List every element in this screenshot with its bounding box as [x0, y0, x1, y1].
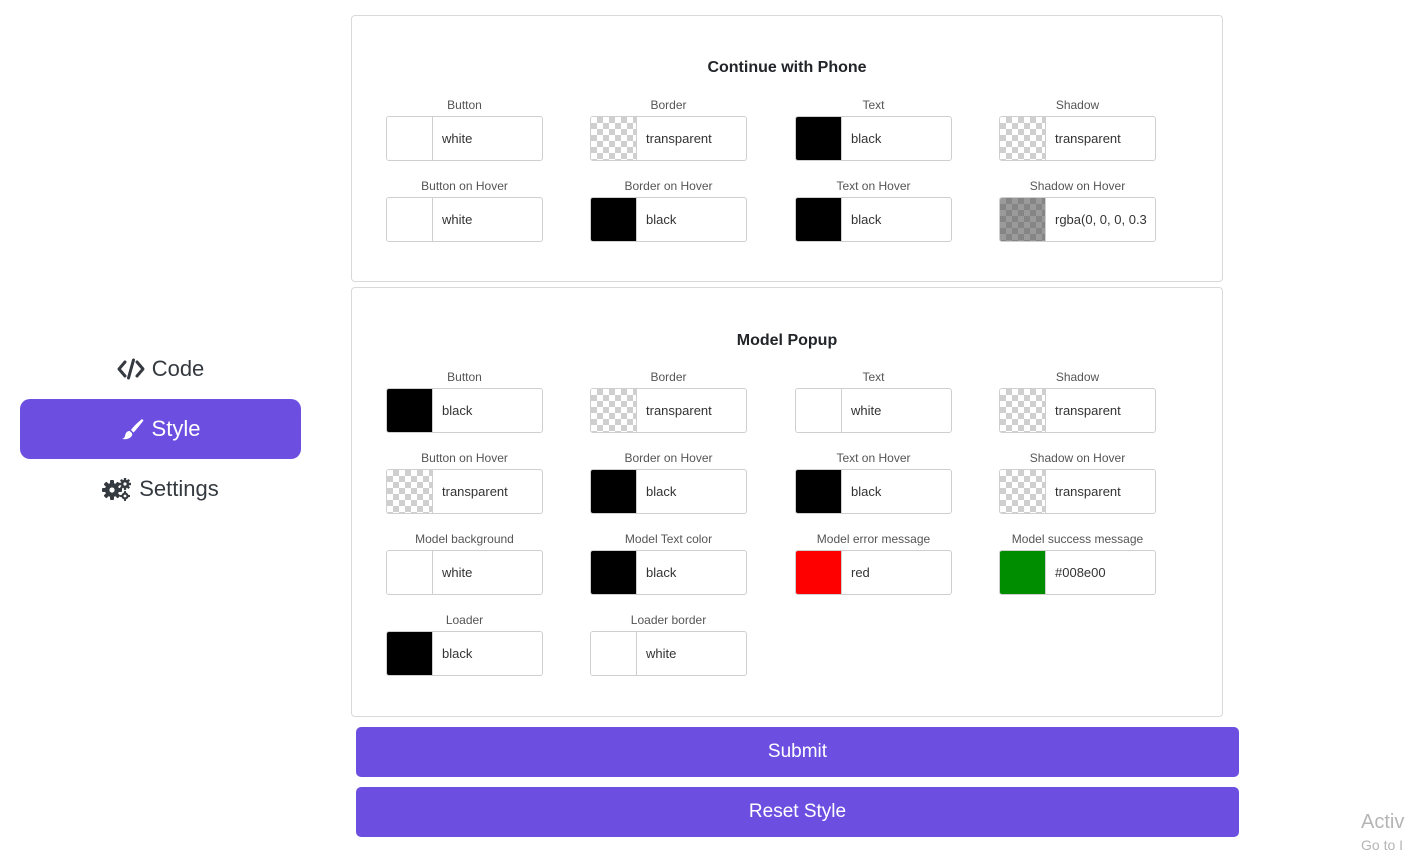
color-input[interactable]: transparent: [999, 116, 1156, 161]
color-swatch[interactable]: [387, 551, 433, 594]
submit-button[interactable]: Submit: [356, 727, 1239, 777]
cogs-icon: [102, 477, 132, 501]
color-input[interactable]: black: [795, 116, 952, 161]
color-swatch[interactable]: [387, 389, 433, 432]
sidebar-item-label: Code: [151, 356, 205, 381]
color-input[interactable]: white: [795, 388, 952, 433]
color-swatch[interactable]: [1000, 117, 1046, 160]
sidebar-item-label: Settings: [139, 476, 219, 501]
color-swatch[interactable]: [591, 117, 637, 160]
color-swatch[interactable]: [591, 551, 637, 594]
code-icon: [117, 358, 145, 380]
color-swatch[interactable]: [1000, 389, 1046, 432]
color-input[interactable]: transparent: [999, 388, 1156, 433]
color-input[interactable]: black: [590, 469, 747, 514]
color-input[interactable]: rgba(0, 0, 0, 0.3: [999, 197, 1156, 242]
color-input[interactable]: black: [386, 631, 543, 676]
color-input[interactable]: white: [590, 631, 747, 676]
color-input[interactable]: transparent: [590, 116, 747, 161]
phone-style-card: Continue with Phone Button white Border …: [351, 15, 1223, 282]
color-swatch[interactable]: [796, 470, 842, 513]
color-input[interactable]: transparent: [999, 469, 1156, 514]
color-swatch[interactable]: [1000, 198, 1046, 241]
popup-style-card: Model Popup Button black Border transpar…: [351, 287, 1223, 717]
color-input[interactable]: #008e00: [999, 550, 1156, 595]
color-swatch[interactable]: [591, 470, 637, 513]
color-input[interactable]: black: [590, 550, 747, 595]
sidebar-nav: Code Style: [20, 339, 301, 519]
sidebar-item-label: Style: [151, 416, 201, 441]
sidebar-item-settings[interactable]: Settings: [20, 459, 301, 519]
sidebar-item-style[interactable]: Style: [20, 399, 301, 459]
color-input[interactable]: black: [795, 469, 952, 514]
activation-watermark: Activ: [1361, 811, 1405, 833]
color-swatch[interactable]: [1000, 470, 1046, 513]
color-swatch[interactable]: [591, 198, 637, 241]
color-swatch[interactable]: [796, 198, 842, 241]
color-swatch[interactable]: [387, 198, 433, 241]
color-input[interactable]: black: [795, 197, 952, 242]
sidebar-item-code[interactable]: Code: [20, 339, 301, 399]
color-swatch[interactable]: [796, 117, 842, 160]
color-input[interactable]: transparent: [386, 469, 543, 514]
color-swatch[interactable]: [387, 470, 433, 513]
color-input[interactable]: white: [386, 550, 543, 595]
color-input[interactable]: transparent: [590, 388, 747, 433]
color-swatch[interactable]: [387, 632, 433, 675]
color-swatch[interactable]: [796, 551, 842, 594]
reset-style-button[interactable]: Reset Style: [356, 787, 1239, 837]
activation-watermark-subtext: Go to I: [1361, 837, 1404, 853]
section-title: Model Popup: [736, 332, 838, 349]
color-input[interactable]: black: [590, 197, 747, 242]
color-input[interactable]: black: [386, 388, 543, 433]
paintbrush-icon: [121, 418, 145, 440]
section-title: Continue with Phone: [707, 59, 867, 76]
color-swatch[interactable]: [591, 389, 637, 432]
color-swatch[interactable]: [1000, 551, 1046, 594]
color-swatch[interactable]: [796, 389, 842, 432]
color-swatch[interactable]: [591, 632, 637, 675]
color-input[interactable]: white: [386, 197, 543, 242]
color-input[interactable]: red: [795, 550, 952, 595]
color-input[interactable]: white: [386, 116, 543, 161]
color-swatch[interactable]: [387, 117, 433, 160]
